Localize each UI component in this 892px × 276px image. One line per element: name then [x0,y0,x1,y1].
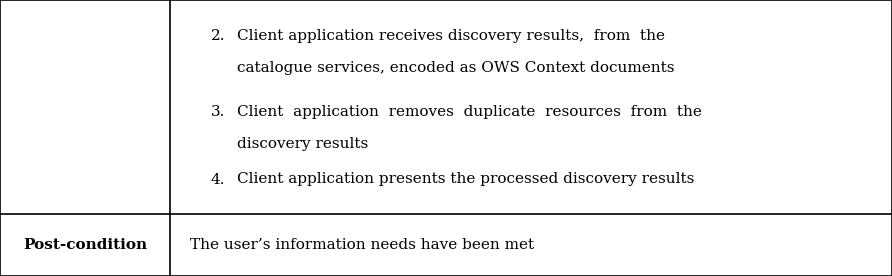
Text: 4.: 4. [211,172,225,187]
Text: Post-condition: Post-condition [23,238,147,252]
Text: Client  application  removes  duplicate  resources  from  the: Client application removes duplicate res… [237,105,702,119]
Text: Client application presents the processed discovery results: Client application presents the processe… [237,172,695,187]
Text: The user’s information needs have been met: The user’s information needs have been m… [190,238,534,252]
Text: discovery results: discovery results [237,137,368,151]
Text: catalogue services, encoded as OWS Context documents: catalogue services, encoded as OWS Conte… [237,61,674,75]
Text: 3.: 3. [211,105,225,119]
Text: 2.: 2. [211,29,225,43]
Text: Client application receives discovery results,  from  the: Client application receives discovery re… [237,29,665,43]
